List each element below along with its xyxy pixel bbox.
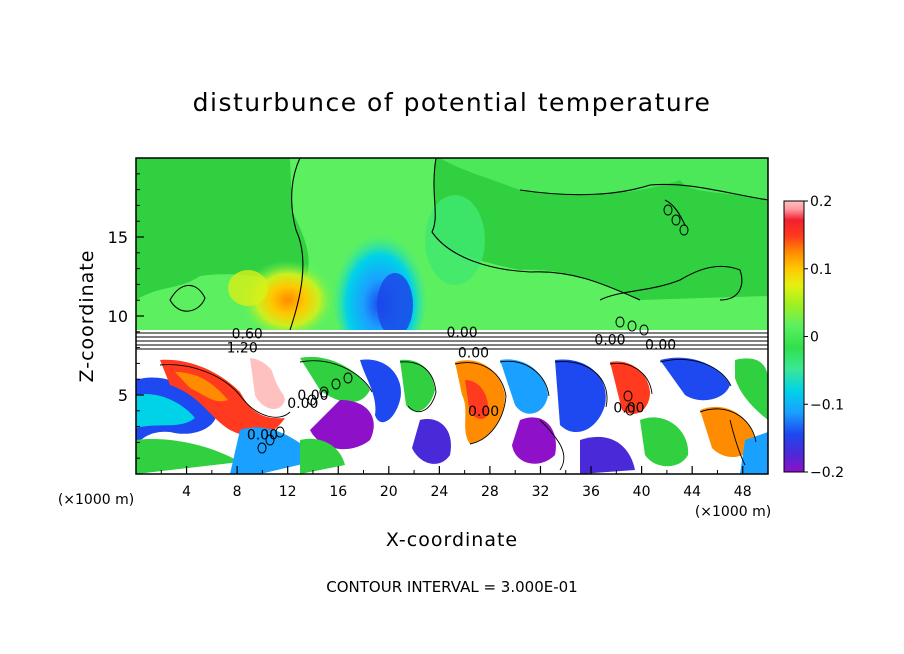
x-tick-label: 28 (481, 484, 499, 500)
contour-label: 0.00 (297, 388, 328, 404)
contour-label: 0.00 (287, 396, 318, 412)
x-unit-right: (×1000 m) (695, 504, 771, 520)
y-axis-label: Z-coordinate (76, 250, 98, 383)
colorbar-tick-label: −0.2 (810, 465, 844, 481)
x-tick-label: 12 (279, 484, 297, 500)
contour-label: 0.00 (613, 401, 644, 417)
x-tick-label: 20 (380, 484, 398, 500)
contour-label: 0.00 (458, 345, 489, 361)
x-tick-label: 36 (582, 484, 600, 500)
y-tick-label: 10 (108, 307, 128, 326)
x-tick-label: 16 (329, 484, 347, 500)
contour-label: 0.00 (447, 325, 478, 341)
colorbar-tick-label: 0 (810, 330, 819, 346)
y-tick-label: 5 (118, 386, 128, 405)
contour-label: 0.00 (645, 337, 676, 353)
x-tick-label: 44 (683, 484, 701, 500)
x-tick-label: 32 (532, 484, 550, 500)
contour-label: 0.00 (468, 404, 499, 420)
chart-title: disturbunce of potential temperature (193, 88, 712, 117)
x-tick-label: 4 (182, 484, 191, 500)
x-tick-label: 48 (734, 484, 752, 500)
x-tick-label: 24 (430, 484, 448, 500)
colorbar-tick-label: −0.1 (810, 397, 844, 413)
contour-label: 0.60 (232, 326, 263, 342)
y-tick-label: 15 (108, 228, 128, 247)
colorbar: 0.2 0.1 0 −0.1 −0.2 (783, 194, 844, 481)
x-unit-left: (×1000 m) (58, 492, 134, 508)
colorbar-tick-label: 0.1 (810, 262, 832, 278)
plot-field (136, 158, 768, 474)
x-tick-label: 8 (233, 484, 242, 500)
contour-interval-footer: CONTOUR INTERVAL = 3.000E-01 (326, 578, 577, 596)
contour-label: 0.00 (247, 428, 278, 444)
contour-label: 0.00 (594, 333, 625, 349)
x-axis-label: X-coordinate (386, 529, 518, 551)
colorbar-gradient (783, 200, 805, 473)
contour-label: 1.20 (227, 341, 258, 357)
colorbar-tick-label: 0.2 (810, 194, 832, 210)
x-tick-label: 40 (633, 484, 651, 500)
